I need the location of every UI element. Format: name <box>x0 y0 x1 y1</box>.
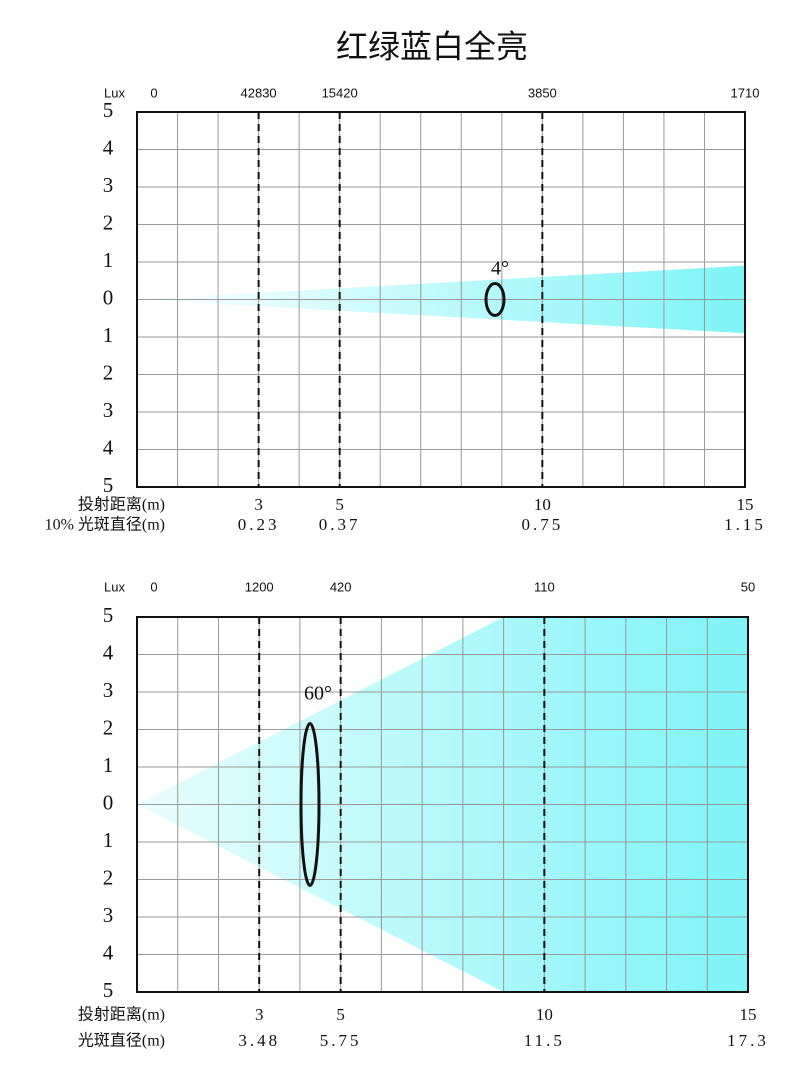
beam-angle-marker <box>299 722 321 887</box>
y-tick-label: 3 <box>103 398 114 422</box>
diameter-value: 0.75 <box>521 515 563 534</box>
lux-value: 42830 <box>241 85 277 100</box>
lux-value: 110 <box>534 579 555 594</box>
y-tick-label: 4 <box>103 640 114 664</box>
y-tick-label: 1 <box>103 248 114 272</box>
y-tick-label: 3 <box>103 678 114 702</box>
x-tick-label: 10 <box>536 1005 553 1024</box>
lux-value: 1710 <box>731 85 760 100</box>
y-tick-label: 0 <box>103 285 114 309</box>
y-tick-label: 5 <box>103 603 114 627</box>
distance-label: 投射距离(m) <box>78 1006 165 1024</box>
y-tick-label: 1 <box>103 753 114 777</box>
y-tick-label: 2 <box>103 210 114 234</box>
x-tick-label: 5 <box>336 1005 345 1024</box>
x-tick-label: 15 <box>737 495 754 514</box>
distance-label: 投射距离(m) <box>78 496 165 514</box>
diameter-value: 3.48 <box>238 1031 280 1050</box>
plot-border <box>136 111 746 488</box>
lux-value: 50 <box>741 579 755 594</box>
y-tick-label: 0 <box>103 790 114 814</box>
x-tick-label: 10 <box>534 495 551 514</box>
diameter-value: 5.75 <box>320 1031 362 1050</box>
y-tick-label: 1 <box>103 323 114 347</box>
y-tick-label: 2 <box>103 715 114 739</box>
y-tick-label: 5 <box>103 473 114 497</box>
lux-value: 1200 <box>245 579 274 594</box>
x-tick-label: 15 <box>740 1005 757 1024</box>
y-tick-label: 3 <box>103 173 114 197</box>
lux-value: 0 <box>150 85 157 100</box>
y-tick-label: 4 <box>103 435 114 459</box>
lux-label: Lux <box>104 579 125 594</box>
diameter-value: 11.5 <box>524 1031 565 1050</box>
diameter-value: 0.37 <box>319 515 361 534</box>
diameter-value: 1.15 <box>724 515 766 534</box>
y-tick-label: 5 <box>103 98 114 122</box>
lux-label: Lux <box>104 85 125 100</box>
beam-angle-label: 4° <box>491 258 509 280</box>
y-tick-label: 3 <box>103 903 114 927</box>
x-tick-label: 3 <box>255 1005 264 1024</box>
beam-angle-label: 60° <box>304 683 332 705</box>
y-tick-label: 2 <box>103 865 114 889</box>
plot-border <box>136 616 749 993</box>
y-tick-label: 5 <box>103 978 114 1002</box>
diameter-value: 17.3 <box>727 1031 769 1050</box>
x-tick-label: 5 <box>335 495 344 514</box>
diameter-label: 10% 光斑直径(m) <box>45 516 165 534</box>
lux-value: 420 <box>330 579 352 594</box>
lux-value: 15420 <box>322 85 358 100</box>
diameter-value: 0.23 <box>238 515 280 534</box>
page-title: 红绿蓝白全亮 <box>336 28 528 64</box>
lux-value: 0 <box>150 579 157 594</box>
beam-angle-marker <box>484 282 506 317</box>
y-tick-label: 4 <box>103 940 114 964</box>
y-tick-label: 1 <box>103 828 114 852</box>
lux-value: 3850 <box>528 85 557 100</box>
diameter-label: 光斑直径(m) <box>78 1032 165 1050</box>
y-tick-label: 2 <box>103 360 114 384</box>
y-tick-label: 4 <box>103 135 114 159</box>
x-tick-label: 3 <box>254 495 263 514</box>
